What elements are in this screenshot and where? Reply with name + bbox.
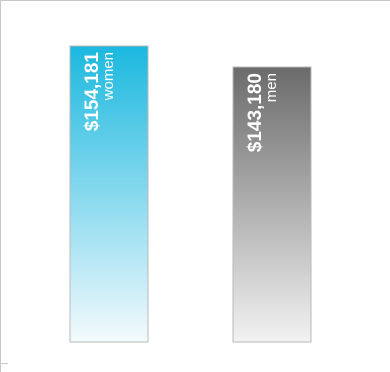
frame-bottom-tick [0,363,8,364]
category-label-women: women [100,52,117,101]
value-label-men: $143,180 [245,73,266,152]
value-label-women: $154,181 [82,52,103,132]
bar-men [232,66,312,343]
frame-left-line [0,0,1,372]
category-label-men: men [263,73,280,102]
bar-women [69,45,149,343]
frame-top-line [0,0,390,1]
